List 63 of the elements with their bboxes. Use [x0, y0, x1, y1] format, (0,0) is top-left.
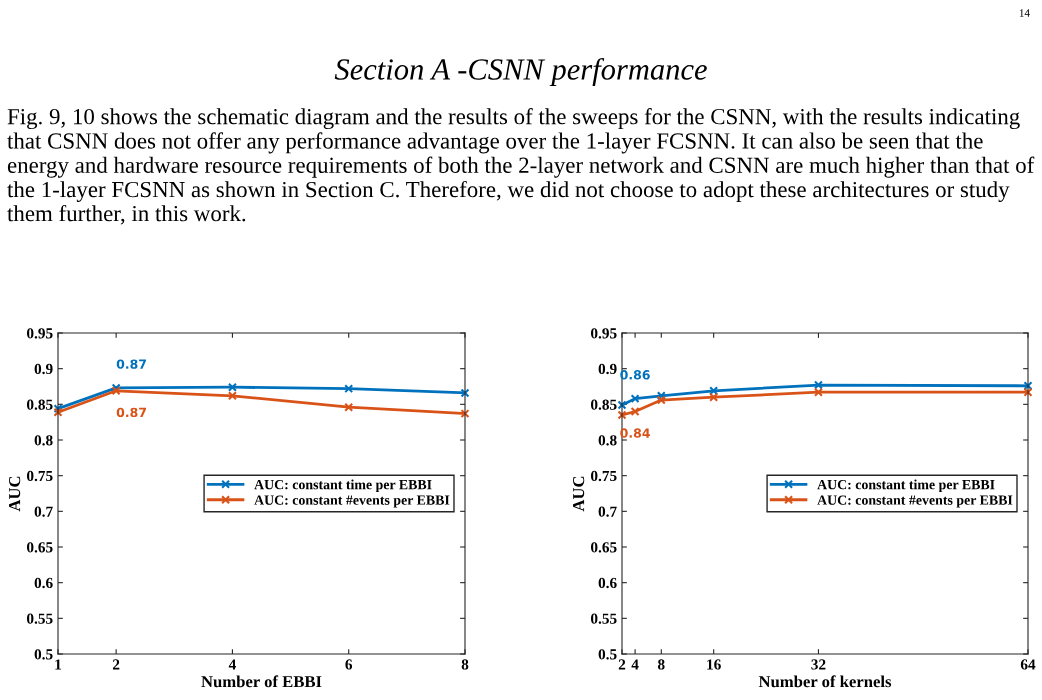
x-tick-label: 64	[1020, 659, 1036, 670]
legend-label: AUC: constant #events per EBBI	[817, 495, 1013, 508]
x-axis-title: Number of kernels	[758, 675, 892, 688]
y-tick-label: 0.5	[34, 649, 53, 660]
y-tick-label: 0.95	[590, 328, 617, 339]
point	[344, 384, 354, 394]
y-tick-label: 0.8	[598, 435, 617, 446]
x-tick-label: 2	[112, 659, 120, 670]
point	[813, 387, 823, 397]
point	[617, 400, 627, 410]
y-axis-title: AUC	[9, 476, 21, 512]
point	[227, 391, 237, 401]
point	[630, 394, 640, 404]
y-tick-label: 0.9	[598, 363, 617, 375]
data-label: 0.86	[620, 370, 650, 380]
y-tick-label: 0.75	[26, 470, 53, 482]
point	[630, 406, 640, 416]
point	[656, 391, 666, 401]
data-label: 0.87	[116, 407, 146, 418]
legend-label: AUC: constant #events per EBBI	[254, 495, 450, 508]
point	[656, 395, 666, 405]
text: Section A -CSNN performance	[334, 57, 707, 87]
point	[617, 410, 627, 420]
y-tick-label: 0.75	[590, 470, 617, 482]
point	[344, 402, 354, 412]
y-axis-title: AUC	[573, 476, 585, 512]
legend-label: AUC: constant time per EBBI	[254, 479, 432, 493]
y-tick-label: 0.55	[26, 613, 53, 624]
point	[709, 392, 719, 402]
y-tick-label: 0.85	[26, 399, 53, 410]
x-tick-label: 8	[657, 659, 665, 670]
y-tick-label: 0.6	[598, 577, 617, 589]
point	[227, 382, 237, 392]
y-tick-label: 0.65	[590, 542, 617, 553]
x-tick-label: 32	[811, 659, 826, 670]
y-tick-label: 0.7	[598, 506, 617, 517]
x-tick-label: 4	[631, 659, 639, 670]
x-tick-label: 16	[707, 659, 721, 670]
y-tick-label: 0.8	[34, 435, 53, 446]
y-tick-label: 0.5	[598, 649, 617, 660]
x-tick-label: 1	[55, 659, 62, 670]
caption: Fig. 9, 10 shows the schematic diagram and the results of the sweeps for the CSNN, with the results indicating that CSNN does not offer any performance advantage over the 1-layer FCSNN. It can also be seen that the energy and hardware resource requirements of both the 2-layer network and CSNN are much higher than that of the 1-layer FCSNN as shown in Section C. Therefore, we did not choose to adopt these architectures or study them further, in this work.	[7, 108, 1035, 225]
point	[813, 380, 823, 390]
data-label: 0.87	[116, 359, 146, 369]
x-tick-label: 8	[461, 659, 469, 670]
y-tick-label: 0.85	[590, 399, 617, 410]
point	[1023, 387, 1033, 397]
y-tick-label: 0.7	[34, 506, 53, 517]
y-tick-label: 0.55	[590, 613, 617, 624]
y-tick-label: 0.9	[34, 363, 53, 375]
y-tick-label: 0.65	[26, 542, 53, 553]
x-tick-label: 4	[228, 659, 236, 670]
x-axis-title: Number of EBBI	[201, 675, 322, 688]
text: 14	[1019, 9, 1030, 17]
x-tick-label: 2	[618, 659, 626, 670]
point	[460, 388, 470, 398]
legend-label: AUC: constant time per EBBI	[817, 479, 995, 493]
point	[460, 409, 470, 419]
point	[709, 386, 719, 396]
x-tick-label: 6	[345, 659, 353, 670]
y-tick-label: 0.6	[34, 577, 53, 589]
data-label: 0.84	[620, 428, 650, 438]
y-tick-label: 0.95	[26, 328, 53, 339]
